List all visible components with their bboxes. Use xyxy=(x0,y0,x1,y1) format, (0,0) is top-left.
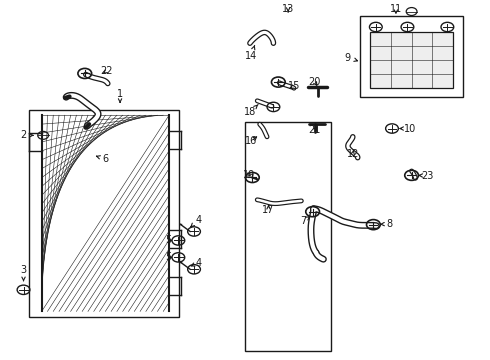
Text: 21: 21 xyxy=(308,125,321,135)
Text: 9: 9 xyxy=(345,53,358,63)
Bar xyxy=(360,16,463,97)
Text: 14: 14 xyxy=(245,45,257,61)
Bar xyxy=(29,110,179,317)
Text: 4: 4 xyxy=(191,215,201,227)
Text: 2: 2 xyxy=(21,130,33,140)
Text: 5: 5 xyxy=(165,252,172,262)
Text: 22: 22 xyxy=(100,66,113,76)
Text: 7: 7 xyxy=(300,216,310,226)
Text: 8: 8 xyxy=(381,219,392,229)
Text: 1: 1 xyxy=(117,89,123,102)
Text: 5: 5 xyxy=(165,235,172,246)
Text: 11: 11 xyxy=(390,4,402,14)
Text: 13: 13 xyxy=(282,4,294,14)
Text: 12: 12 xyxy=(346,149,359,159)
Text: 16: 16 xyxy=(245,136,258,146)
Text: 23: 23 xyxy=(418,171,434,181)
Text: 3: 3 xyxy=(21,265,26,281)
Text: 19: 19 xyxy=(243,170,255,180)
Bar xyxy=(245,122,331,351)
Text: 10: 10 xyxy=(400,123,416,134)
Text: 4: 4 xyxy=(191,258,201,268)
Text: 6: 6 xyxy=(97,154,108,164)
Bar xyxy=(370,32,453,88)
Text: 17: 17 xyxy=(262,204,275,215)
Text: 15: 15 xyxy=(288,81,300,91)
Text: 18: 18 xyxy=(244,104,258,117)
Text: 20: 20 xyxy=(308,77,321,87)
